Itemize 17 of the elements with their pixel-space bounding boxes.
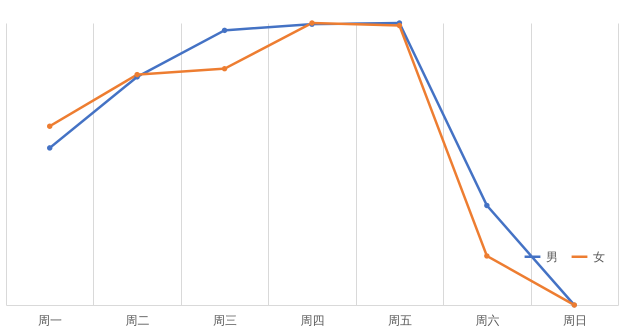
x-tick-label: 周二 bbox=[126, 314, 150, 328]
point bbox=[484, 202, 490, 208]
x-tick-label: 周五 bbox=[388, 314, 412, 328]
x-tick-label: 周三 bbox=[213, 314, 238, 328]
point bbox=[222, 66, 228, 72]
point bbox=[484, 253, 490, 259]
point bbox=[396, 22, 402, 28]
x-tick-label: 周一 bbox=[38, 314, 62, 328]
x-tick-label: 周四 bbox=[300, 314, 324, 328]
point bbox=[134, 72, 140, 78]
point bbox=[46, 123, 52, 129]
legend-label: 男 bbox=[546, 250, 558, 264]
legend-label: 女 bbox=[593, 250, 605, 264]
x-tick-label: 周日 bbox=[562, 314, 587, 328]
point bbox=[46, 145, 52, 151]
x-tick-label: 周六 bbox=[475, 314, 500, 328]
point bbox=[222, 28, 228, 34]
